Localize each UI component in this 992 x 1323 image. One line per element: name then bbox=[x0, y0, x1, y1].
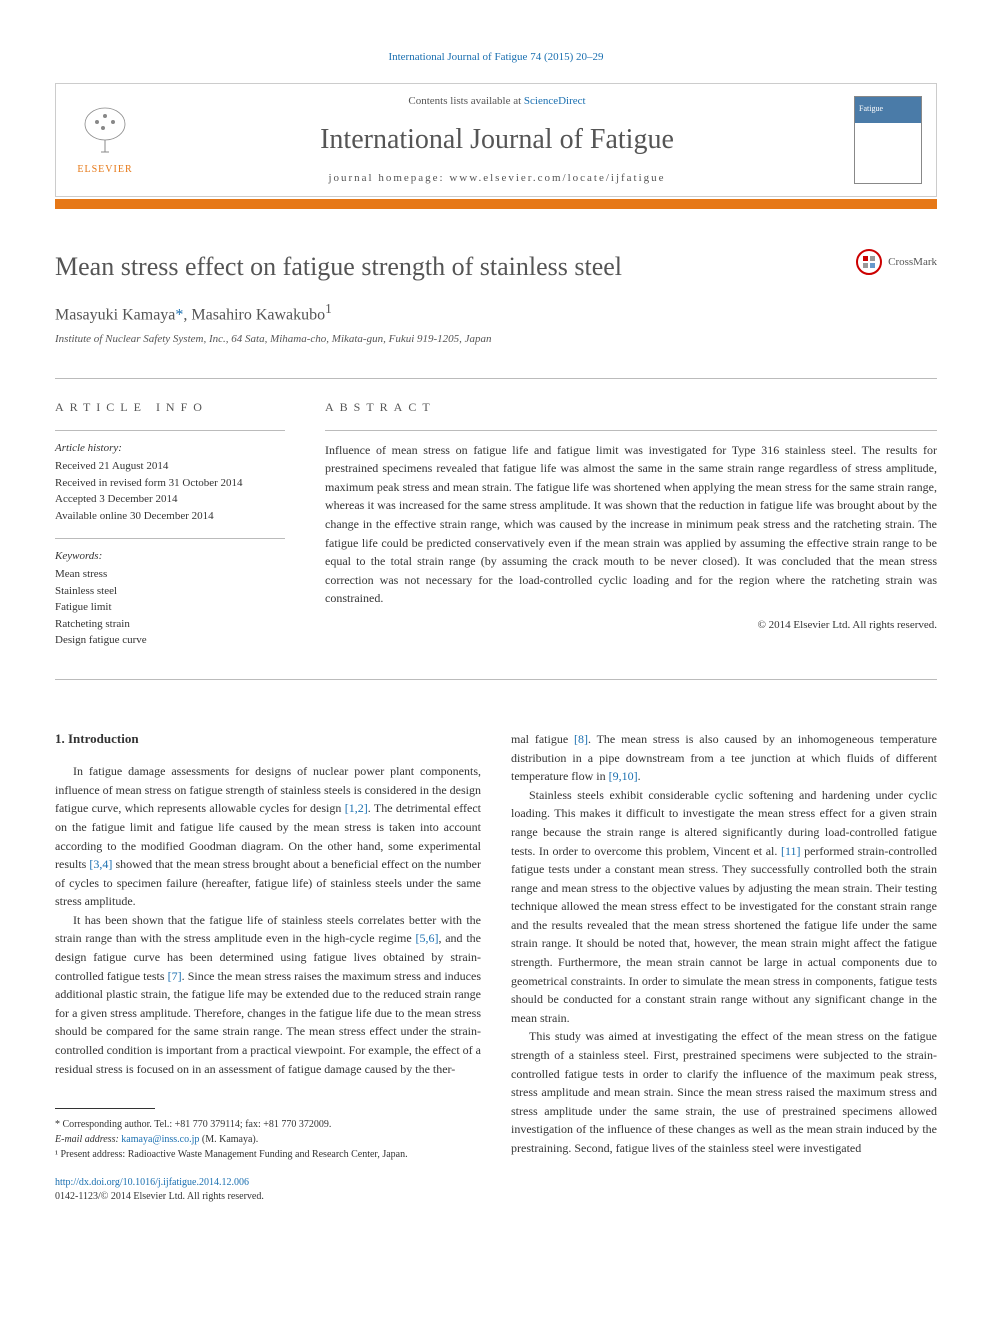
article-info-heading: ARTICLE INFO bbox=[55, 399, 285, 416]
email-link[interactable]: kamaya@inss.co.jp bbox=[121, 1134, 199, 1145]
body-columns: 1. Introduction In fatigue damage assess… bbox=[55, 730, 937, 1162]
ref-link-3-4[interactable]: [3,4] bbox=[89, 857, 112, 871]
intro-para-3: Stainless steels exhibit considerable cy… bbox=[511, 786, 937, 1028]
elsevier-tree-icon bbox=[75, 104, 135, 159]
affiliation: Institute of Nuclear Safety System, Inc.… bbox=[55, 332, 937, 347]
abstract-divider bbox=[325, 430, 937, 431]
abstract-heading: ABSTRACT bbox=[325, 399, 937, 416]
ref-link-8[interactable]: [8] bbox=[574, 732, 588, 746]
left-column: 1. Introduction In fatigue damage assess… bbox=[55, 730, 481, 1162]
doi-block: http://dx.doi.org/10.1016/j.ijfatigue.20… bbox=[55, 1176, 937, 1204]
journal-header: ELSEVIER Contents lists available at Sci… bbox=[55, 83, 937, 197]
sciencedirect-link[interactable]: ScienceDirect bbox=[524, 95, 586, 107]
journal-homepage-line: journal homepage: www.elsevier.com/locat… bbox=[140, 171, 854, 186]
divider-top bbox=[55, 378, 937, 379]
keyword-4: Ratcheting strain bbox=[55, 616, 285, 633]
history-label: Article history: bbox=[55, 441, 285, 456]
homepage-prefix: journal homepage: bbox=[328, 172, 449, 184]
info-divider-2 bbox=[55, 538, 285, 539]
ref-link-7[interactable]: [7] bbox=[168, 969, 182, 983]
authors-line: Masayuki Kamaya*, Masahiro Kawakubo1 bbox=[55, 300, 937, 327]
crossmark-icon bbox=[856, 249, 882, 275]
history-received: Received 21 August 2014 bbox=[55, 458, 285, 475]
author-2[interactable]: Masahiro Kawakubo bbox=[191, 306, 325, 323]
footnote-corresponding: * Corresponding author. Tel.: +81 770 37… bbox=[55, 1117, 481, 1132]
article-title: Mean stress effect on fatigue strength o… bbox=[55, 249, 622, 285]
keyword-5: Design fatigue curve bbox=[55, 632, 285, 649]
contents-prefix: Contents lists available at bbox=[408, 95, 523, 107]
footnote-present-address: ¹ Present address: Radioactive Waste Man… bbox=[55, 1147, 481, 1162]
footnote-email: E-mail address: kamaya@inss.co.jp (M. Ka… bbox=[55, 1132, 481, 1147]
ref-link-5-6[interactable]: [5,6] bbox=[415, 931, 438, 945]
issn-copyright: 0142-1123/© 2014 Elsevier Ltd. All right… bbox=[55, 1191, 264, 1202]
history-online: Available online 30 December 2014 bbox=[55, 508, 285, 525]
intro-para-2-cont: mal fatigue [8]. The mean stress is also… bbox=[511, 730, 937, 786]
intro-para-4: This study was aimed at investigating th… bbox=[511, 1027, 937, 1157]
orange-divider-bar bbox=[55, 199, 937, 209]
author-1[interactable]: Masayuki Kamaya bbox=[55, 306, 175, 323]
section-1-heading: 1. Introduction bbox=[55, 730, 481, 748]
history-accepted: Accepted 3 December 2014 bbox=[55, 491, 285, 508]
intro-para-2: It has been shown that the fatigue life … bbox=[55, 911, 481, 1078]
homepage-url[interactable]: www.elsevier.com/locate/ijfatigue bbox=[449, 172, 665, 184]
journal-cover-thumbnail bbox=[854, 96, 922, 184]
keyword-1: Mean stress bbox=[55, 566, 285, 583]
info-divider-1 bbox=[55, 430, 285, 431]
article-info-column: ARTICLE INFO Article history: Received 2… bbox=[55, 399, 285, 649]
divider-mid bbox=[55, 679, 937, 680]
email-suffix: (M. Kamaya). bbox=[199, 1134, 258, 1145]
contents-available-line: Contents lists available at ScienceDirec… bbox=[140, 94, 854, 109]
author-sup-1: 1 bbox=[325, 301, 332, 316]
crossmark-label: CrossMark bbox=[888, 255, 937, 270]
abstract-column: ABSTRACT Influence of mean stress on fat… bbox=[325, 399, 937, 649]
right-column: mal fatigue [8]. The mean stress is also… bbox=[511, 730, 937, 1162]
keyword-2: Stainless steel bbox=[55, 583, 285, 600]
ref-link-11[interactable]: [11] bbox=[781, 844, 801, 858]
intro-para-1: In fatigue damage assessments for design… bbox=[55, 762, 481, 911]
crossmark-badge[interactable]: CrossMark bbox=[856, 249, 937, 275]
abstract-text: Influence of mean stress on fatigue life… bbox=[325, 441, 937, 608]
footnote-divider bbox=[55, 1108, 155, 1109]
abstract-copyright: © 2014 Elsevier Ltd. All rights reserved… bbox=[325, 618, 937, 633]
ref-link-1-2[interactable]: [1,2] bbox=[345, 801, 368, 815]
footnotes-block: * Corresponding author. Tel.: +81 770 37… bbox=[55, 1108, 481, 1162]
doi-link[interactable]: http://dx.doi.org/10.1016/j.ijfatigue.20… bbox=[55, 1177, 249, 1188]
history-revised: Received in revised form 31 October 2014 bbox=[55, 475, 285, 492]
citation-line: International Journal of Fatigue 74 (201… bbox=[55, 50, 937, 65]
publisher-name: ELSEVIER bbox=[77, 163, 132, 177]
ref-link-9-10[interactable]: [9,10] bbox=[609, 769, 638, 783]
elsevier-logo: ELSEVIER bbox=[70, 100, 140, 180]
email-label: E-mail address: bbox=[55, 1134, 121, 1145]
keyword-3: Fatigue limit bbox=[55, 599, 285, 616]
keywords-label: Keywords: bbox=[55, 549, 285, 564]
journal-name: International Journal of Fatigue bbox=[140, 120, 854, 159]
